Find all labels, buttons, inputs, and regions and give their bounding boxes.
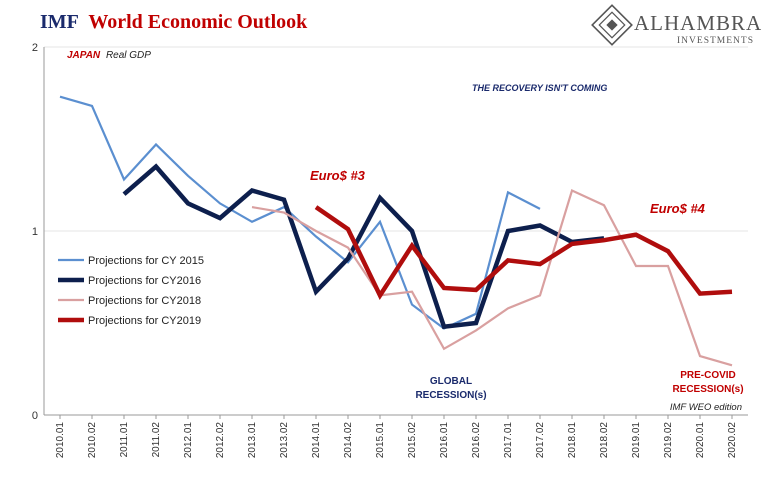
subtitle: JAPAN Real GDP [67,50,151,61]
x-tick-label: 2016.01 [439,422,450,459]
x-tick-label: 2011.02 [151,422,162,458]
x-tick-label: 2015.01 [375,422,386,459]
x-tick-label: 2015.02 [407,422,418,459]
x-tick-label: 2012.01 [183,422,194,459]
subtitle-metric: Real GDP [106,50,151,61]
annotation-global-line2: RECESSION(s) [415,390,486,401]
annotation-recovery: THE RECOVERY ISN'T COMING [472,83,607,93]
subtitle-country: JAPAN [67,50,101,61]
x-tick-label: 2018.02 [599,422,610,459]
x-tick-label: 2019.02 [663,422,674,459]
series-line-1 [122,163,605,330]
x-tick-label: 2017.02 [535,422,546,459]
x-tick-label: 2010.01 [55,422,66,459]
x-tick-label: 2017.01 [503,422,514,459]
y-tick-labels: 0 1 2 [32,42,38,422]
y-tick-label: 1 [32,226,38,238]
brand-tagline: INVESTMENTS [677,36,754,46]
legend-label: Projections for CY 2015 [88,255,204,267]
legend-label: Projections for CY2019 [88,315,201,327]
gridlines [44,46,748,232]
brand-name: ALHAMBRA [634,11,762,35]
annotation-euro3: Euro$ #3 [310,168,366,183]
y-tick-label: 2 [32,42,38,54]
x-tick-label: 2019.01 [631,422,642,459]
y-tick-label: 0 [32,410,38,422]
annotation-precovid-line1: PRE-COVID [680,370,736,381]
x-tick-label: 2013.02 [279,422,290,459]
x-tick-labels: 2010.01 2010.02 2011.01 2011.02 2012.01 2012.… [55,415,738,458]
x-tick-label: 2010.02 [87,422,98,459]
annotation-euro4: Euro$ #4 [650,201,706,216]
legend-label: Projections for CY2016 [88,275,201,287]
x-tick-label: 2013.01 [247,422,258,459]
x-tick-label: 2016.02 [471,422,482,459]
x-tick-label: 2012.02 [215,422,226,459]
series-line-3 [314,205,733,300]
annotation-precovid-line2: RECESSION(s) [672,384,743,395]
x-tick-label: 2020.01 [695,422,706,459]
alhambra-diamond-logo-icon [591,4,633,46]
legend: Projections for CY 2015 Projections for C… [58,255,204,327]
x-tick-label: 2014.02 [343,422,354,459]
x-tick-label: 2018.01 [567,422,578,459]
series-lines [59,95,733,367]
series-line-2 [251,188,733,367]
annotation-edition: IMF WEO edition [670,402,742,413]
series-line-0 [59,95,541,330]
chart-title-main: World Economic Outlook [88,11,308,33]
legend-label: Projections for CY2018 [88,295,201,307]
chart-title: IMF World Economic Outlook [40,11,308,33]
annotation-global-line1: GLOBAL [430,376,472,387]
alhambra-logo: ALHAMBRA INVESTMENTS [591,4,762,46]
chart-title-prefix: IMF [40,11,79,33]
x-tick-label: 2014.01 [311,422,322,459]
x-tick-label: 2011.01 [119,422,130,458]
x-tick-label: 2020.02 [727,422,738,459]
